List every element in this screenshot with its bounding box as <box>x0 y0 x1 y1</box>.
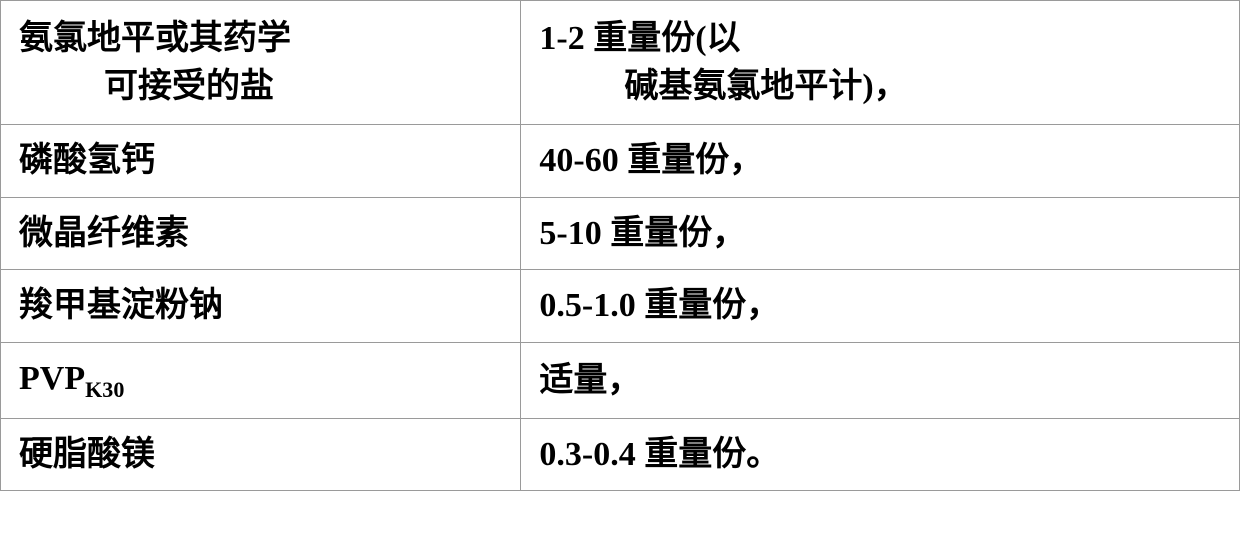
ingredient-cell: 羧甲基淀粉钠 <box>1 270 521 343</box>
ingredient-cell: 磷酸氢钙 <box>1 125 521 198</box>
table-row: PVPK30 适量， <box>1 342 1240 418</box>
cell-text-line2: 碱基氨氯地平计)， <box>539 63 1221 111</box>
ingredient-cell: 硬脂酸镁 <box>1 418 521 491</box>
ingredient-cell: 氨氯地平或其药学 可接受的盐 <box>1 1 521 125</box>
cell-text-line1: 氨氯地平或其药学 <box>19 20 291 57</box>
amount-cell: 40-60 重量份， <box>521 125 1240 198</box>
table-row: 微晶纤维素 5-10 重量份， <box>1 197 1240 270</box>
table-row: 羧甲基淀粉钠 0.5-1.0 重量份， <box>1 270 1240 343</box>
cell-text: 羧甲基淀粉钠 <box>19 287 223 324</box>
cell-text: 40-60 重量份， <box>539 142 763 179</box>
ingredients-table: 氨氯地平或其药学 可接受的盐 1-2 重量份(以 碱基氨氯地平计)， 磷酸氢钙 … <box>0 0 1240 491</box>
amount-cell: 0.3-0.4 重量份。 <box>521 418 1240 491</box>
ingredient-cell: PVPK30 <box>1 342 521 418</box>
cell-text-line2: 可接受的盐 <box>19 63 502 111</box>
amount-cell: 5-10 重量份， <box>521 197 1240 270</box>
table-row: 硬脂酸镁 0.3-0.4 重量份。 <box>1 418 1240 491</box>
cell-text: 适量， <box>539 362 641 399</box>
cell-text: 微晶纤维素 <box>19 215 189 252</box>
cell-text: 0.5-1.0 重量份， <box>539 287 780 324</box>
cell-text-main: PVP <box>19 360 85 397</box>
ingredient-cell: 微晶纤维素 <box>1 197 521 270</box>
amount-cell: 0.5-1.0 重量份， <box>521 270 1240 343</box>
cell-text-line1: 1-2 重量份(以 <box>539 20 740 57</box>
table-row: 氨氯地平或其药学 可接受的盐 1-2 重量份(以 碱基氨氯地平计)， <box>1 1 1240 125</box>
cell-text: 5-10 重量份， <box>539 215 746 252</box>
cell-text-sub: K30 <box>85 377 124 402</box>
cell-text: 硬脂酸镁 <box>19 436 155 473</box>
cell-text: 磷酸氢钙 <box>19 142 155 179</box>
amount-cell: 适量， <box>521 342 1240 418</box>
amount-cell: 1-2 重量份(以 碱基氨氯地平计)， <box>521 1 1240 125</box>
table-row: 磷酸氢钙 40-60 重量份， <box>1 125 1240 198</box>
cell-text: 0.3-0.4 重量份。 <box>539 436 780 473</box>
